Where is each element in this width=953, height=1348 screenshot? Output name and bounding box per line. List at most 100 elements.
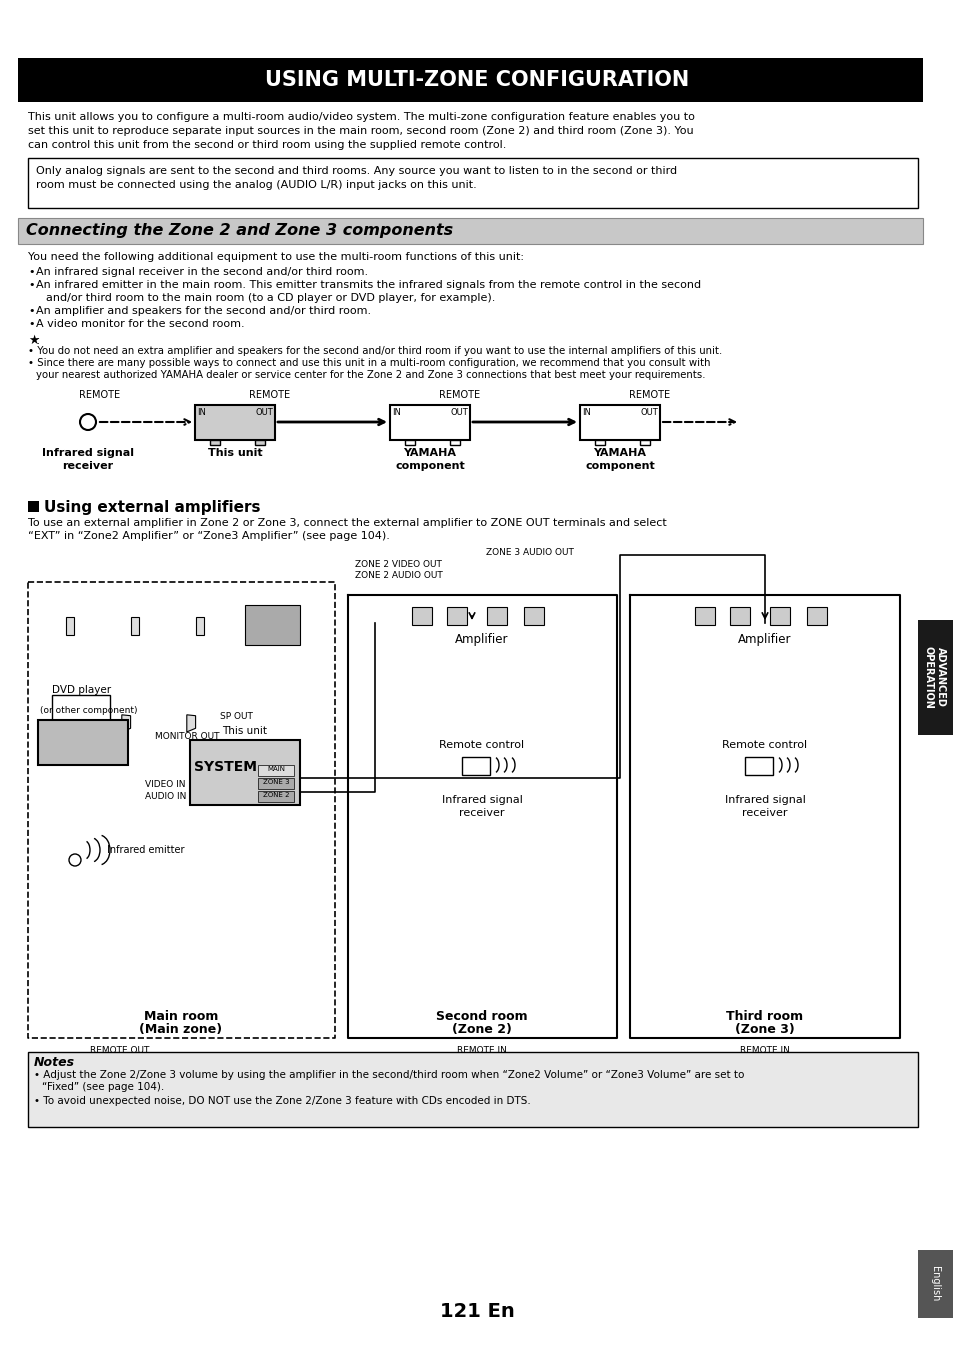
Text: “EXT” in “Zone2 Amplifier” or “Zone3 Amplifier” (see page 104).: “EXT” in “Zone2 Amplifier” or “Zone3 Amp… — [28, 531, 390, 541]
Bar — [744, 758, 772, 775]
Text: Amplifier: Amplifier — [455, 634, 508, 646]
Text: ★: ★ — [28, 334, 39, 346]
Text: VIDEO IN: VIDEO IN — [146, 780, 186, 789]
Bar — [461, 758, 490, 775]
Text: Remote control: Remote control — [721, 740, 807, 749]
Bar — [257, 778, 294, 789]
Text: YAMAHA
component: YAMAHA component — [395, 448, 464, 472]
Text: ZONE 3: ZONE 3 — [262, 779, 289, 785]
Text: SP OUT: SP OUT — [220, 712, 253, 721]
Text: •: • — [28, 319, 34, 329]
Text: MAIN: MAIN — [267, 766, 285, 772]
Text: •: • — [28, 267, 34, 276]
Text: REMOTE: REMOTE — [629, 390, 670, 400]
Text: (Main zone): (Main zone) — [139, 1023, 222, 1037]
Text: OUT: OUT — [255, 408, 273, 417]
Text: REMOTE OUT: REMOTE OUT — [91, 1046, 150, 1055]
Text: ADVANCED
OPERATION: ADVANCED OPERATION — [923, 646, 945, 709]
Bar — [769, 607, 789, 625]
Text: SYSTEM: SYSTEM — [193, 760, 256, 774]
Bar — [28, 158, 917, 208]
Text: An amplifier and speakers for the second and/or third room.: An amplifier and speakers for the second… — [36, 306, 371, 315]
Text: Notes: Notes — [34, 1055, 75, 1069]
Text: This unit: This unit — [222, 727, 267, 736]
Text: AUDIO IN: AUDIO IN — [145, 793, 186, 801]
Text: Amplifier: Amplifier — [738, 634, 791, 646]
Text: (Zone 2): (Zone 2) — [452, 1023, 512, 1037]
Text: REMOTE: REMOTE — [249, 390, 291, 400]
Bar — [579, 404, 659, 439]
Bar — [412, 607, 432, 625]
Bar — [523, 607, 543, 625]
Bar — [917, 620, 952, 735]
Bar — [257, 791, 294, 802]
Text: MONITOR OUT: MONITOR OUT — [154, 732, 219, 741]
Text: • To avoid unexpected noise, DO NOT use the Zone 2/Zone 3 feature with CDs encod: • To avoid unexpected noise, DO NOT use … — [34, 1096, 530, 1105]
Text: REMOTE: REMOTE — [439, 390, 480, 400]
Text: :: : — [36, 334, 40, 346]
Bar — [245, 605, 299, 644]
Text: Remote control: Remote control — [439, 740, 524, 749]
Bar — [38, 720, 128, 766]
Text: REMOTE IN: REMOTE IN — [456, 1046, 506, 1055]
Text: Main room: Main room — [144, 1010, 218, 1023]
Bar — [18, 218, 923, 244]
Bar — [131, 617, 139, 635]
Text: This unit allows you to configure a multi-room audio/video system. The multi-zon: This unit allows you to configure a mult… — [28, 112, 694, 123]
Text: USING MULTI-ZONE CONFIGURATION: USING MULTI-ZONE CONFIGURATION — [265, 70, 688, 90]
Bar — [28, 1051, 917, 1127]
Bar — [195, 617, 204, 635]
Text: •: • — [28, 306, 34, 315]
Text: DVD player: DVD player — [52, 685, 111, 696]
Text: Infrared signal: Infrared signal — [441, 795, 522, 805]
Text: An infrared emitter in the main room. This emitter transmits the infrared signal: An infrared emitter in the main room. Th… — [36, 280, 700, 290]
Text: “Fixed” (see page 104).: “Fixed” (see page 104). — [42, 1082, 164, 1092]
Bar — [210, 439, 220, 445]
Bar — [190, 740, 299, 805]
Text: English: English — [929, 1266, 939, 1302]
Bar — [405, 439, 415, 445]
Text: Infrared emitter: Infrared emitter — [107, 845, 184, 855]
Text: REMOTE: REMOTE — [79, 390, 120, 400]
Text: set this unit to reproduce separate input sources in the main room, second room : set this unit to reproduce separate inpu… — [28, 125, 693, 136]
Text: and/or third room to the main room (to a CD player or DVD player, for example).: and/or third room to the main room (to a… — [46, 293, 495, 303]
Bar — [254, 439, 265, 445]
Bar — [52, 696, 110, 731]
Text: YAMAHA
component: YAMAHA component — [584, 448, 654, 472]
Bar — [66, 617, 74, 635]
Text: IN: IN — [581, 408, 590, 417]
Text: IN: IN — [392, 408, 400, 417]
Text: 121 En: 121 En — [439, 1302, 514, 1321]
Bar — [447, 607, 467, 625]
Text: •: • — [28, 280, 34, 290]
Text: Second room: Second room — [436, 1010, 527, 1023]
Text: ZONE 2 VIDEO OUT: ZONE 2 VIDEO OUT — [355, 559, 441, 569]
Text: your nearest authorized YAMAHA dealer or service center for the Zone 2 and Zone : your nearest authorized YAMAHA dealer or… — [36, 369, 705, 380]
Text: IN: IN — [196, 408, 206, 417]
Bar — [450, 439, 459, 445]
Text: To use an external amplifier in Zone 2 or Zone 3, connect the external amplifier: To use an external amplifier in Zone 2 o… — [28, 518, 666, 528]
Text: ZONE 2 AUDIO OUT: ZONE 2 AUDIO OUT — [355, 572, 442, 580]
Polygon shape — [57, 714, 66, 732]
Text: ZONE 3 AUDIO OUT: ZONE 3 AUDIO OUT — [485, 549, 574, 557]
Text: A video monitor for the second room.: A video monitor for the second room. — [36, 319, 244, 329]
Text: • Since there are many possible ways to connect and use this unit in a multi-roo: • Since there are many possible ways to … — [28, 359, 710, 368]
Polygon shape — [122, 714, 131, 732]
Text: This unit: This unit — [208, 448, 262, 458]
Text: (or other component): (or other component) — [40, 706, 137, 714]
Bar — [486, 607, 506, 625]
Polygon shape — [187, 714, 195, 732]
Text: REMOTE IN: REMOTE IN — [740, 1046, 789, 1055]
Bar — [257, 766, 294, 776]
Text: Using external amplifiers: Using external amplifiers — [44, 500, 260, 515]
Bar — [917, 1250, 952, 1318]
Text: (Zone 3): (Zone 3) — [735, 1023, 794, 1037]
Text: You need the following additional equipment to use the multi-room functions of t: You need the following additional equipm… — [28, 252, 523, 262]
Bar — [390, 404, 470, 439]
Text: • Adjust the Zone 2/Zone 3 volume by using the amplifier in the second/third roo: • Adjust the Zone 2/Zone 3 volume by usi… — [34, 1070, 743, 1080]
Bar — [18, 58, 923, 102]
Text: ZONE 2: ZONE 2 — [262, 793, 289, 798]
Text: can control this unit from the second or third room using the supplied remote co: can control this unit from the second or… — [28, 140, 506, 150]
Text: receiver: receiver — [458, 807, 504, 818]
Bar — [639, 439, 649, 445]
